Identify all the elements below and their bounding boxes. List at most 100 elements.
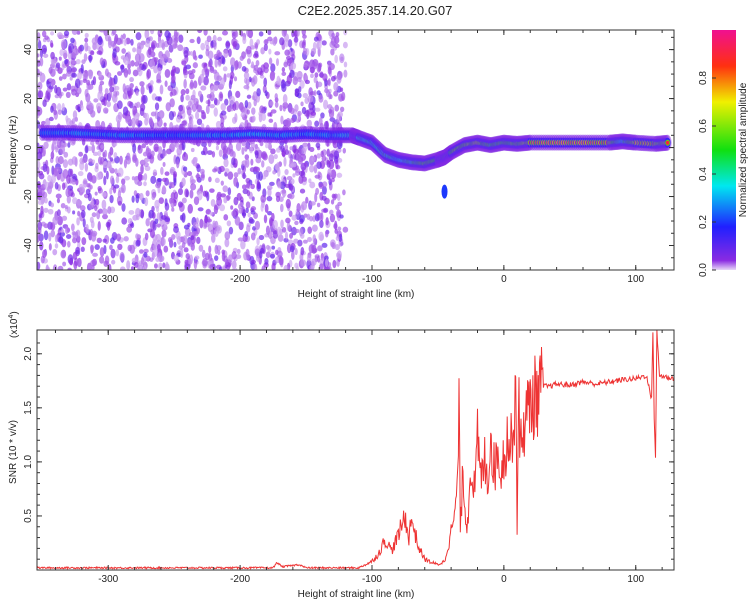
noise-speck [140,256,145,266]
noise-speck [224,168,230,173]
noise-speck [192,62,198,69]
noise-speck [157,112,163,117]
noise-speck [196,236,201,245]
noise-speck [157,67,162,76]
noise-speck [173,30,178,38]
noise-speck [279,104,283,112]
noise-speck [316,202,321,208]
noise-speck [99,256,105,264]
noise-speck [135,157,139,167]
noise-speck [284,144,289,151]
noise-speck [50,151,55,160]
noise-speck [234,30,239,38]
noise-speck [284,168,289,175]
noise-speck [239,30,244,37]
noise-speck [185,253,191,260]
noise-speck [72,197,78,205]
colorbar-tick-label: 0.0 [698,263,709,277]
noise-speck [71,30,78,35]
noise-speck [149,229,155,238]
noise-speck [142,94,148,104]
noise-speck [327,66,332,75]
noise-speck [322,73,328,82]
noise-speck [176,158,180,169]
noise-speck [323,266,330,270]
noise-speck [134,61,140,67]
noise-speck [123,38,127,46]
noise-speck [69,258,74,266]
noise-speck [187,100,193,106]
noise-speck [337,226,342,231]
noise-speck [246,181,251,189]
snr-line [37,330,674,570]
noise-speck [323,99,329,110]
noise-speck [104,255,110,265]
noise-speck [59,144,66,155]
noise-speck [189,38,195,44]
noise-speck [288,210,293,217]
noise-speck [214,177,220,184]
noise-speck [233,196,239,206]
noise-speck [37,53,40,58]
noise-speck [193,259,198,270]
noise-speck [247,212,251,218]
noise-speck [130,266,135,270]
noise-speck [135,112,141,117]
noise-speck [263,39,269,45]
noise-speck [93,98,99,103]
noise-speck [309,66,315,74]
noise-speck [121,183,126,194]
noise-speck [142,151,148,157]
noise-speck [282,105,286,112]
noise-speck [172,43,178,49]
noise-speck [301,106,307,115]
noise-speck [235,142,242,152]
noise-speck [196,118,203,126]
noise-speck [316,81,323,88]
noise-speck [109,164,113,171]
noise-speck [309,146,315,153]
noise-speck [38,170,44,176]
noise-speck [83,53,88,62]
noise-speck [241,184,247,190]
noise-speck [219,165,225,173]
noise-speck [245,207,249,214]
noise-speck [241,146,245,155]
noise-speck [144,30,150,39]
noise-speck [285,55,292,61]
noise-speck [59,172,65,182]
noise-speck [139,265,143,270]
noise-speck [89,184,93,190]
noise-speck [330,177,335,183]
noise-speck [145,190,150,197]
noise-speck [161,42,166,51]
noise-speck [228,226,234,235]
noise-speck [37,81,43,90]
noise-speck [106,101,112,108]
noise-speck [320,112,325,119]
noise-speck [132,105,138,116]
noise-speck [298,228,304,237]
noise-speck [220,122,224,128]
noise-speck [316,255,320,263]
noise-speck [327,104,333,110]
noise-speck [314,107,321,112]
noise-speck [132,69,139,77]
noise-speck [314,192,318,203]
noise-speck [270,109,277,114]
noise-speck [327,78,331,87]
noise-speck [190,242,195,251]
noise-speck [176,235,182,245]
noise-speck [169,91,173,97]
noise-speck [291,250,295,260]
snr-frame [36,329,675,571]
noise-speck [285,198,291,209]
noise-speck [124,85,131,91]
noise-speck [234,216,241,226]
noise-speck [245,201,251,209]
noise-speck [124,72,128,78]
noise-speck [335,159,339,170]
noise-speck [321,155,327,162]
noise-speck [149,118,154,127]
noise-speck [215,120,222,129]
